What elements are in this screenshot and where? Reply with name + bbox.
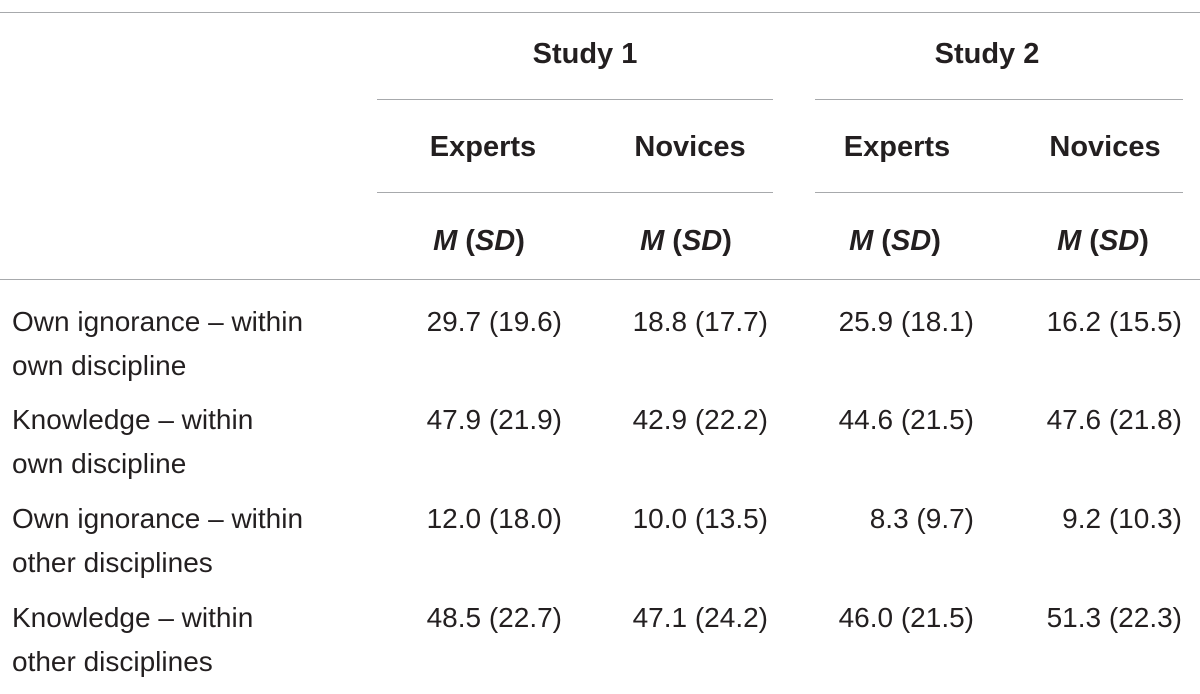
table-cell: 12.0 (18.0) (426, 503, 562, 534)
stat-header-3: M (SD) (849, 225, 941, 257)
stat-header-2: M (SD) (640, 225, 732, 257)
row-label: Own ignorance – within other disciplines (12, 497, 382, 585)
study-2-group-rule (815, 192, 1183, 193)
row-label-line2: other disciplines (12, 646, 213, 677)
stat-header-1: M (SD) (433, 225, 525, 257)
study-2-rule (815, 99, 1183, 100)
table-cell: 29.7 (19.6) (426, 306, 562, 337)
table-cell: 25.9 (18.1) (838, 306, 974, 337)
table-cell: 47.9 (21.9) (426, 404, 562, 435)
stat-m: M (640, 225, 665, 257)
table-cell: 10.0 (13.5) (632, 503, 768, 534)
study-1-rule (377, 99, 773, 100)
stat-m: M (849, 225, 874, 257)
stat-m: M (1057, 225, 1082, 257)
stat-sd: SD (474, 225, 516, 257)
row-label: Own ignorance – within own discipline (12, 300, 382, 388)
table-cell: 42.9 (22.2) (632, 404, 768, 435)
row-label-line1: Knowledge – within (12, 602, 254, 633)
study-1-header: Study 1 (532, 38, 638, 70)
row-label-line2: own discipline (12, 350, 187, 381)
table-cell: 47.1 (24.2) (632, 602, 768, 633)
row-label: Knowledge – within other disciplines (12, 596, 382, 684)
row-label-line1: Knowledge – within (12, 404, 254, 435)
row-label-line2: own discipline (12, 448, 187, 479)
table-cell: 18.8 (17.7) (632, 306, 768, 337)
stat-sd: SD (1098, 225, 1140, 257)
header-bottom-rule (0, 279, 1200, 280)
table-top-rule (0, 12, 1200, 13)
study-2-header: Study 2 (934, 38, 1040, 70)
row-label-line1: Own ignorance – within (12, 306, 304, 337)
table-cell: 46.0 (21.5) (838, 602, 974, 633)
group-header-study1-experts: Experts (429, 131, 537, 163)
study-1-group-rule (377, 192, 773, 193)
row-label-line2: other disciplines (12, 547, 213, 578)
group-header-study1-novices: Novices (634, 131, 746, 163)
stat-header-4: M (SD) (1057, 225, 1149, 257)
table-cell: 48.5 (22.7) (426, 602, 562, 633)
group-header-study2-novices: Novices (1049, 131, 1161, 163)
table-cell: 16.2 (15.5) (1046, 306, 1182, 337)
table-cell: 51.3 (22.3) (1046, 602, 1182, 633)
row-label: Knowledge – within own discipline (12, 398, 382, 486)
table-cell: 44.6 (21.5) (838, 404, 974, 435)
table-cell: 47.6 (21.8) (1046, 404, 1182, 435)
table-cell: 9.2 (10.3) (1062, 503, 1182, 534)
stat-sd: SD (890, 225, 932, 257)
group-header-study2-experts: Experts (843, 131, 951, 163)
row-label-line1: Own ignorance – within (12, 503, 304, 534)
stat-m: M (433, 225, 458, 257)
table-cell: 8.3 (9.7) (869, 503, 974, 534)
stat-sd: SD (681, 225, 723, 257)
